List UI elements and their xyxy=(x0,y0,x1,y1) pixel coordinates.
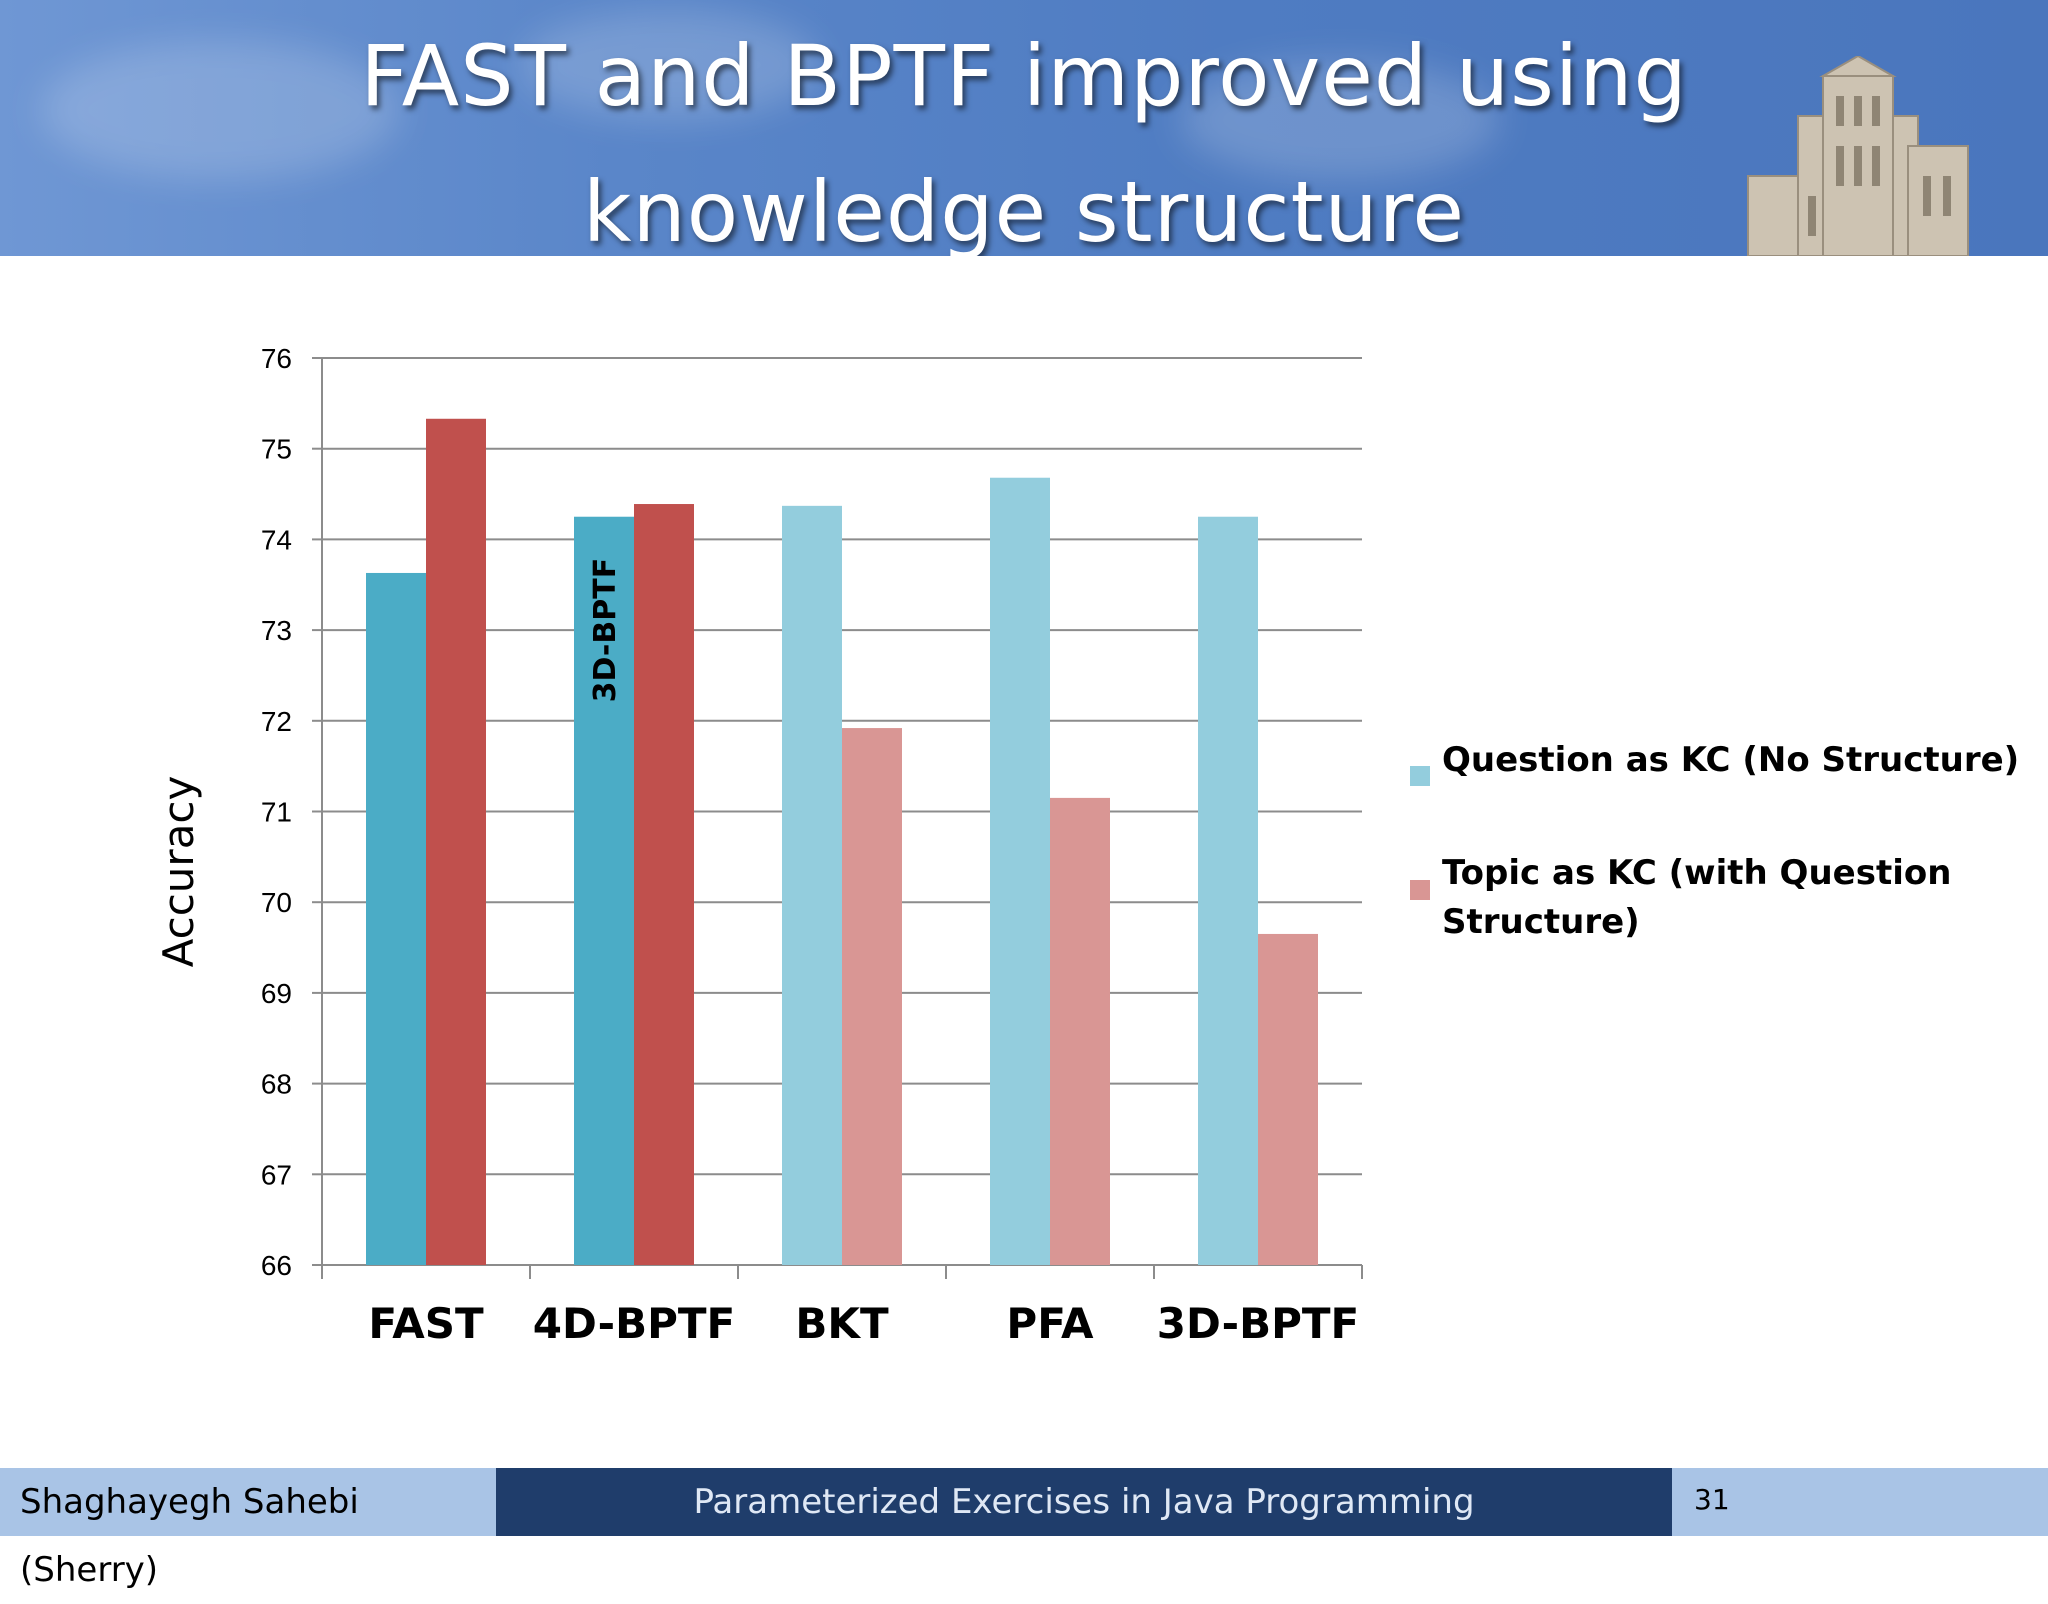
x-category-label: 3D-BPTF xyxy=(1157,1299,1359,1348)
legend-swatch-series-1 xyxy=(1410,766,1430,786)
legend-label-line: Structure) xyxy=(1442,902,1640,942)
slide-header: FAST and BPTF improved using knowledge s… xyxy=(0,0,2048,256)
y-tick-label: 66 xyxy=(261,1250,292,1281)
bar-3d-bptf-series-2 xyxy=(1258,933,1318,1265)
x-category-label: FAST xyxy=(368,1299,484,1348)
y-tick-label: 69 xyxy=(261,978,292,1009)
footer-talk-title: Parameterized Exercises in Java Programm… xyxy=(496,1468,1672,1536)
legend-label-line: Topic as KC (with Question xyxy=(1442,853,1951,893)
cloud-decoration xyxy=(1180,60,1500,180)
accuracy-bar-chart: 66 67 68 69 70 71 72 73 74 75 76 FAST 4D-BPTF BKT PFA 3… xyxy=(154,343,2019,1348)
bar-pfa-series-1 xyxy=(990,477,1050,1265)
bar-4d-bptf-series-2 xyxy=(634,504,694,1265)
bar-pfa-series-2 xyxy=(1050,797,1110,1265)
bar-fast-series-1 xyxy=(366,572,426,1265)
y-tick-label: 67 xyxy=(261,1159,292,1190)
legend-label-series-2: Topic as KC (with Question Structure) xyxy=(1442,853,1951,942)
cloud-decoration xyxy=(520,10,820,120)
chart-bars xyxy=(366,418,1318,1265)
legend-swatch-series-2 xyxy=(1410,880,1430,900)
bar-4d-bptf-series-1 xyxy=(574,516,634,1265)
y-tick-label: 70 xyxy=(261,887,292,918)
bar-3d-bptf-series-1 xyxy=(1198,516,1258,1265)
legend-label-series-1: Question as KC (No Structure) xyxy=(1442,740,2019,780)
chart-legend: Question as KC (No Structure) Topic as KC… xyxy=(1410,740,2019,942)
bar-annotation-label: 3D-BPTF xyxy=(588,558,623,703)
y-tick-label: 76 xyxy=(261,343,292,374)
cloud-decoration xyxy=(40,40,400,180)
y-tick-label: 72 xyxy=(261,706,292,737)
bar-bkt-series-2 xyxy=(842,728,902,1265)
y-tick-label: 73 xyxy=(261,615,292,646)
cathedral-building-icon xyxy=(1747,56,1969,256)
y-tick-label: 74 xyxy=(261,524,292,555)
bar-bkt-series-1 xyxy=(782,505,842,1265)
x-category-label: 4D-BPTF xyxy=(533,1299,735,1348)
legend-label-line: Question as KC (No Structure) xyxy=(1442,740,2019,780)
y-tick-label: 71 xyxy=(261,797,292,828)
bar-fast-series-2 xyxy=(426,418,486,1265)
slide-footer: Shaghayegh Sahebi (Sherry) Parameterized… xyxy=(0,1468,2048,1590)
x-category-label: BKT xyxy=(795,1299,889,1348)
footer-presenter-name: Shaghayegh Sahebi (Sherry) xyxy=(0,1468,496,1590)
y-axis-title: Accuracy xyxy=(154,776,203,968)
slide-title-line-1: FAST and BPTF improved using xyxy=(360,27,1688,125)
slide-title: FAST and BPTF improved using knowledge s… xyxy=(0,8,2048,256)
y-tick-label: 68 xyxy=(261,1069,292,1100)
y-tick-label: 75 xyxy=(261,434,292,465)
chart-labels: 66 67 68 69 70 71 72 73 74 75 76 FAST 4D-BPTF BKT PFA 3… xyxy=(154,343,1359,1348)
slide-title-line-2: knowledge structure xyxy=(582,163,1466,256)
x-category-label: PFA xyxy=(1006,1299,1094,1348)
footer-page-number: 31 xyxy=(1672,1468,2048,1536)
